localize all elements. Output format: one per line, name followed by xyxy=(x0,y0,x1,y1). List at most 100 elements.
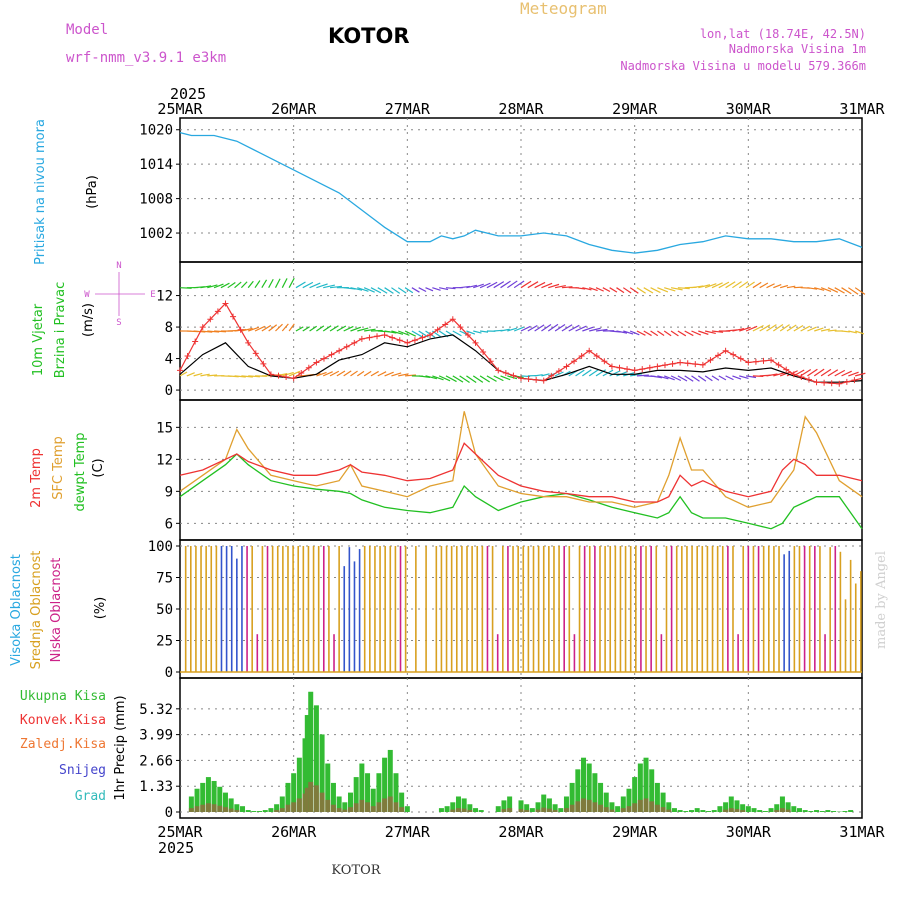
precip-conv-bar xyxy=(205,803,211,812)
wind-barb xyxy=(732,327,745,332)
product-title: Meteogram xyxy=(520,0,607,18)
y-tick-label: 4 xyxy=(165,352,173,368)
wind-barb xyxy=(445,287,456,290)
gust-marker xyxy=(275,372,282,379)
precip-bar xyxy=(734,800,740,812)
gust-marker xyxy=(730,351,737,358)
precip-bar xyxy=(262,810,268,812)
bottom-date-label: 26MAR xyxy=(271,823,317,841)
precip-conv-bar xyxy=(541,807,547,812)
wind-barb xyxy=(295,281,306,289)
gust-marker xyxy=(821,379,828,386)
gust-marker xyxy=(684,360,691,367)
wind-barb xyxy=(248,326,260,332)
precip-bar xyxy=(348,792,353,812)
precip-bar xyxy=(478,810,484,812)
gust-marker xyxy=(851,377,858,384)
precip-bar xyxy=(404,806,410,812)
precip-conv-bar xyxy=(387,796,393,812)
wind-barb xyxy=(288,370,301,377)
wind-barb xyxy=(725,281,736,289)
precip-bar xyxy=(785,802,791,812)
gust-marker xyxy=(434,326,441,333)
wind-barb xyxy=(370,287,382,294)
wind-barb xyxy=(363,370,372,377)
legend-conv: Konvek.Kisa xyxy=(20,713,106,728)
wind-barb xyxy=(207,330,220,333)
gust-marker xyxy=(389,334,396,341)
cloud-high-title: Visoka Oblacnost xyxy=(9,554,24,666)
precip-bar xyxy=(768,808,774,812)
wind-barb xyxy=(432,375,444,381)
gust-marker xyxy=(654,363,661,370)
precip-conv-bar xyxy=(348,807,353,812)
wind-barb xyxy=(684,375,694,382)
precip-bar xyxy=(308,691,314,812)
precip-bar xyxy=(234,804,240,812)
gust-marker xyxy=(745,359,752,366)
temp-dew-title: dewpt Temp xyxy=(73,432,88,511)
wind-barb xyxy=(636,287,646,294)
wind-barb xyxy=(316,371,327,377)
year-bottom: 2025 xyxy=(158,839,194,857)
precip-conv-bar xyxy=(308,781,314,812)
wind-barb xyxy=(507,375,518,380)
wind-barb xyxy=(779,371,792,377)
wind-barb xyxy=(766,283,775,289)
wind-barb xyxy=(248,375,260,378)
precip-conv-bar xyxy=(660,807,666,812)
wind-barb xyxy=(370,370,379,377)
wind-barb xyxy=(391,330,404,335)
precip-conv-bar xyxy=(194,806,200,812)
precip-bar xyxy=(689,810,694,812)
precip-bar xyxy=(683,811,689,812)
wind-barb xyxy=(854,287,866,295)
precip-conv-bar xyxy=(563,808,569,812)
wind-barb xyxy=(691,330,702,336)
wind-barb xyxy=(670,375,682,382)
wind-barb xyxy=(288,277,295,288)
wind-barb xyxy=(636,374,649,377)
wind-barb xyxy=(350,287,363,291)
precip-conv-bar xyxy=(609,809,615,812)
compass-east: E xyxy=(150,290,155,300)
gust-marker xyxy=(624,366,631,373)
sfc-temp-line xyxy=(179,411,863,508)
wind-barb xyxy=(364,328,376,332)
wind-barb xyxy=(486,281,498,289)
wind-barb xyxy=(200,330,213,333)
gust-marker xyxy=(798,373,805,380)
gust-marker xyxy=(722,347,729,354)
temp-2m-title: 2m Temp xyxy=(29,448,44,508)
precip-conv-bar xyxy=(274,810,280,812)
wind-barb xyxy=(302,281,314,289)
wind-barb xyxy=(329,325,339,332)
y-tick-label: 1.33 xyxy=(139,779,173,795)
precip-conv-bar xyxy=(774,810,780,812)
precip-conv-bar xyxy=(654,804,660,812)
precip-conv-bar xyxy=(552,810,558,812)
precip-bar xyxy=(529,808,535,812)
precip-bar xyxy=(671,808,677,812)
precip-conv-bar xyxy=(734,809,740,812)
bottom-date-label: 28MAR xyxy=(498,823,544,841)
gust-marker xyxy=(555,368,562,375)
wind-barb xyxy=(643,330,652,337)
wind-barb xyxy=(473,330,482,334)
precip-conv-bar xyxy=(581,798,587,812)
gust-marker xyxy=(320,355,327,362)
wind-barb xyxy=(800,325,811,332)
wind-barb xyxy=(438,375,451,382)
location-title: KOTOR xyxy=(328,24,410,48)
precip-bar xyxy=(615,806,621,812)
precip-bar xyxy=(438,808,444,812)
wind-barb xyxy=(561,324,573,332)
wind-barb xyxy=(439,287,449,291)
top-date-label: 28MAR xyxy=(498,100,544,118)
wind-barb xyxy=(677,330,687,337)
wind-barb xyxy=(820,368,832,377)
precip-bar xyxy=(586,763,592,812)
gust-marker xyxy=(548,372,555,379)
gust-marker xyxy=(419,334,426,341)
wind-barb xyxy=(534,281,546,289)
